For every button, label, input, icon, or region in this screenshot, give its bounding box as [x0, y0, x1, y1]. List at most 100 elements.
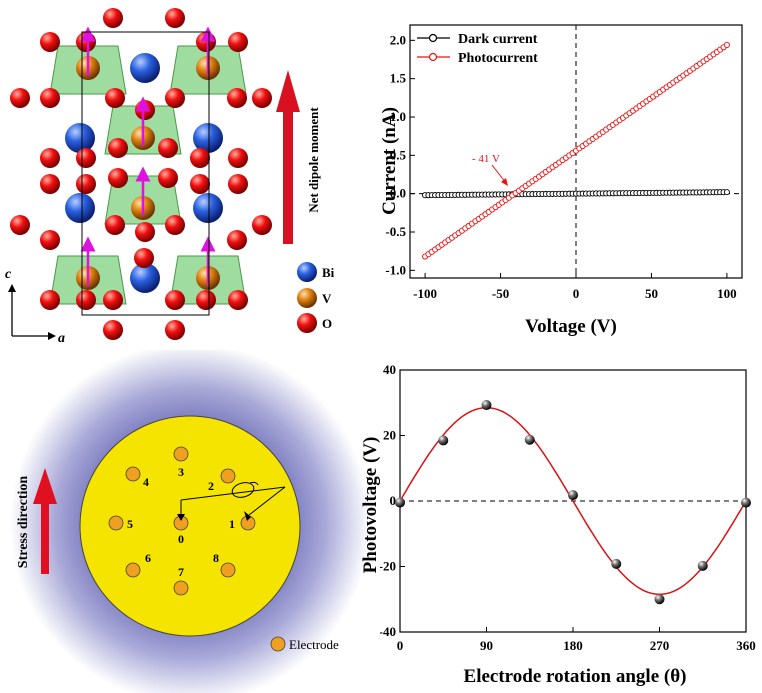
- electrode-label-3: 3: [178, 465, 184, 479]
- o-atom: [76, 290, 96, 310]
- o-atom: [10, 215, 30, 235]
- o-atom: [190, 148, 210, 168]
- pv-ylabel-text: Photovoltage (V): [360, 436, 381, 574]
- photovoltage-point: [697, 560, 708, 571]
- y-tick-label: -1.0: [385, 262, 406, 277]
- o-atom: [252, 88, 272, 108]
- photovoltage-point: [438, 435, 449, 446]
- o-atom: [40, 174, 60, 194]
- o-atom: [40, 230, 60, 250]
- electrode-5: [108, 515, 124, 531]
- photocurrent-series: [422, 41, 730, 260]
- electrode-3: [173, 446, 189, 462]
- photovoltage-point: [654, 594, 665, 605]
- bi-atom: [130, 53, 160, 83]
- x-tick-label: 180: [563, 638, 583, 653]
- o-atom: [108, 138, 128, 158]
- o-atom: [227, 88, 247, 108]
- photovoltage-point: [395, 497, 405, 508]
- legend-o-label: O: [322, 316, 332, 331]
- bi-atom: [130, 263, 160, 293]
- o-atom: [190, 174, 210, 194]
- o-atom: [40, 290, 60, 310]
- electrode-label-0: 0: [178, 532, 184, 546]
- iv-chart-panel: -100 -50 0 50 100 -1.0 -0.5 0.0 0.5 1.0 1.5 2.0 Dar…: [385, 24, 743, 337]
- o-atom: [228, 32, 248, 52]
- y-tick-label: 1.0: [390, 109, 406, 124]
- o-atom: [105, 215, 125, 235]
- o-atom: [228, 148, 248, 168]
- sine-fit-curve: [399, 406, 747, 596]
- photovoltage-point: [611, 558, 622, 569]
- electrode-label-5: 5: [127, 517, 133, 531]
- o-atom: [158, 138, 178, 158]
- photovoltage-point: [568, 490, 578, 501]
- y-tick-label: 2.0: [390, 32, 406, 47]
- photovoltage-point: [524, 434, 535, 445]
- iv-ylabel-text: Current (nA): [379, 107, 400, 215]
- legend-v-label: V: [322, 291, 332, 306]
- legend-bi-ball: [297, 262, 317, 282]
- electrode-label-8: 8: [213, 551, 219, 565]
- x-tick-label: 360: [736, 638, 756, 653]
- o-atom: [105, 88, 125, 108]
- y-tick-label: -0.5: [385, 224, 406, 239]
- x-tick-label: 90: [480, 638, 493, 653]
- o-atom: [228, 290, 248, 310]
- o-atom: [135, 222, 155, 242]
- photovoltage-point: [481, 400, 492, 411]
- o-atom: [196, 290, 216, 310]
- electrode-4: [125, 466, 141, 482]
- o-atom: [103, 8, 123, 28]
- bi-atom: [65, 193, 95, 223]
- x-tick-label: -50: [492, 286, 509, 301]
- legend-o-ball: [297, 313, 317, 333]
- iv-annotation: - 41 V: [472, 153, 500, 165]
- net-dipole-label: Net dipole moment: [306, 107, 321, 213]
- y-tick-label: 40: [383, 362, 396, 377]
- bi-atom: [65, 123, 95, 153]
- dark-current-series: [422, 189, 730, 199]
- x-tick-label: 270: [650, 638, 670, 653]
- legend-photocurrent: Photocurrent: [458, 51, 538, 66]
- electrode-legend-dot: [270, 636, 286, 652]
- electrode-8: [220, 562, 236, 578]
- y-tick-label: 20: [383, 428, 396, 443]
- legend-bi-label: Bi: [322, 265, 335, 280]
- crystal-structure-panel: Net dipole moment c a Bi V O: [5, 8, 335, 346]
- iv-legend: Dark current Photocurrent: [417, 32, 538, 66]
- iv-xlabel: Voltage (V): [525, 316, 617, 337]
- electrode-label-4: 4: [143, 475, 149, 489]
- electrode-label-1: 1: [229, 517, 235, 531]
- o-atom: [165, 215, 185, 235]
- o-atom: [76, 148, 96, 168]
- o-atom: [40, 88, 60, 108]
- x-tick-label: -100: [413, 286, 437, 301]
- bi-atom: [193, 123, 223, 153]
- axes-indicator: [8, 284, 56, 340]
- axis-c-label: c: [5, 267, 12, 282]
- o-atom: [165, 290, 185, 310]
- o-atom: [196, 32, 216, 52]
- unit-cell-outline: [81, 31, 210, 316]
- bi-atom: [193, 193, 223, 223]
- o-atom: [165, 88, 185, 108]
- rotation-indicator: [177, 481, 286, 521]
- electrode-label-2: 2: [208, 479, 214, 493]
- o-atom: [158, 168, 178, 188]
- y-tick-label: 0.5: [390, 147, 407, 162]
- o-atom: [108, 168, 128, 188]
- stress-label: Stress direction: [16, 476, 31, 569]
- electrode-6: [125, 562, 141, 578]
- photovoltage-point: [741, 497, 751, 508]
- o-atom: [10, 88, 30, 108]
- o-atom: [165, 8, 185, 28]
- data-point: [723, 41, 730, 48]
- legend-v-ball: [297, 288, 317, 308]
- electrode-disk-panel: 0 1 2 3 4 5 6 7 8 Stress direction Electrode: [10, 350, 370, 693]
- o-atom: [135, 100, 155, 120]
- o-atom: [103, 320, 123, 340]
- axis-a-label: a: [58, 331, 65, 346]
- legend-dark-current: Dark current: [458, 32, 538, 47]
- x-tick-label: 0: [573, 286, 580, 301]
